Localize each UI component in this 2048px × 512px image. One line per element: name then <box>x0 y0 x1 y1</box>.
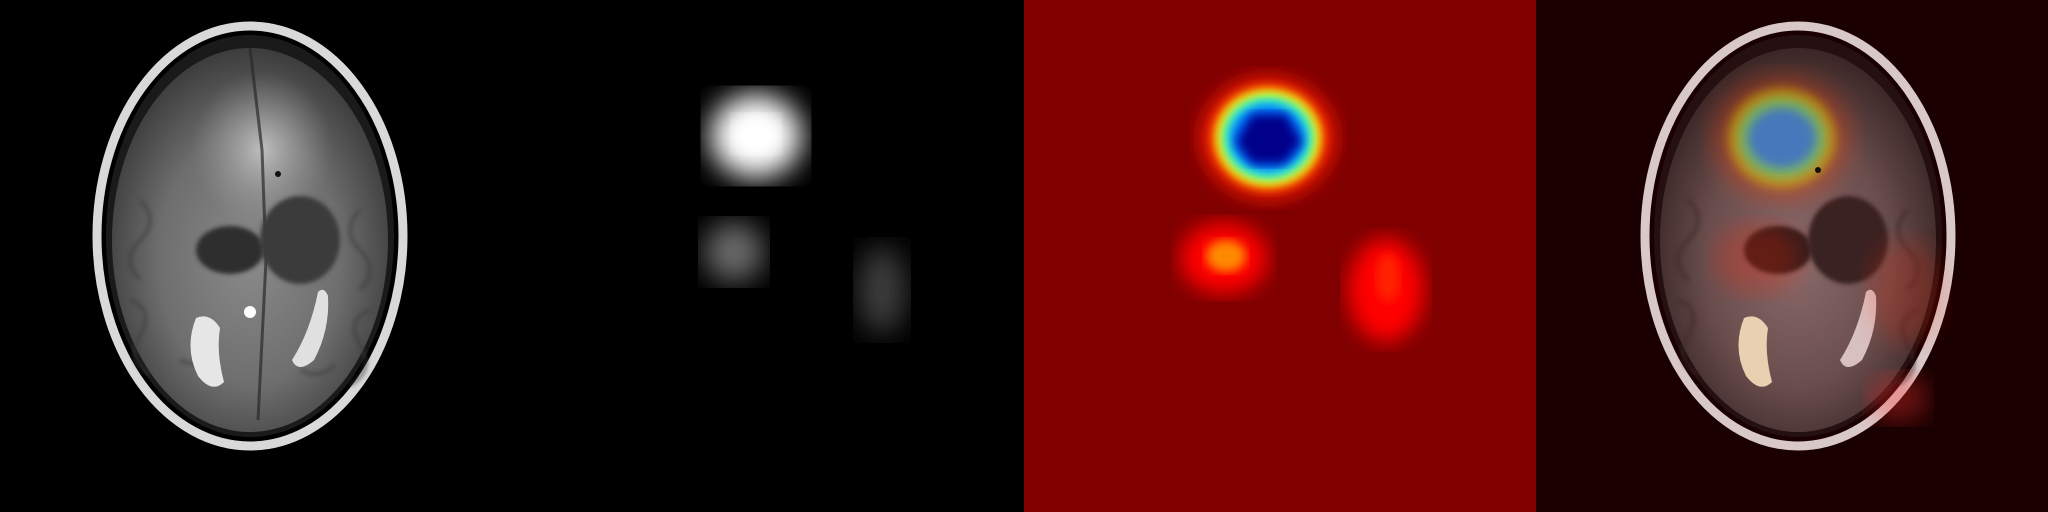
overlay-image <box>1536 0 2048 512</box>
heat-main-core <box>1236 114 1302 164</box>
salient-blob-tertiary <box>858 246 906 334</box>
saliency-grayscale-panel <box>512 0 1024 512</box>
mri-original-image <box>0 0 512 512</box>
skull-rim <box>92 21 408 451</box>
mri-original-panel <box>0 0 512 512</box>
saliency-jet-image <box>1024 0 1536 512</box>
overlay-panel <box>1536 0 2048 512</box>
salient-blob-secondary <box>704 222 764 282</box>
saliency-jet-panel <box>1024 0 1536 512</box>
right-ventricle <box>292 289 329 367</box>
overlay-skull-rim <box>1640 21 1956 451</box>
overlay-heat-core <box>1748 108 1816 168</box>
saliency-grayscale-image <box>512 0 1024 512</box>
left-ventricle <box>190 316 224 387</box>
